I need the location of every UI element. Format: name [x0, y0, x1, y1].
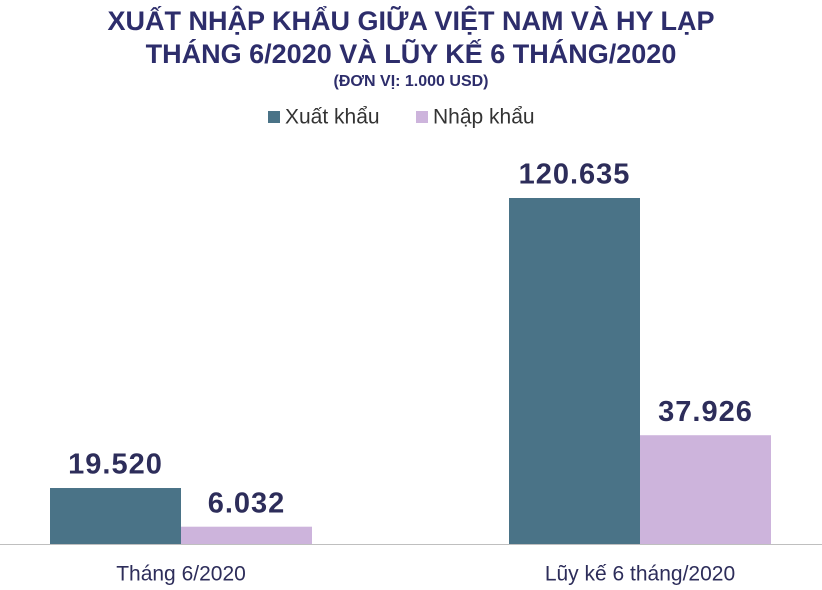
chart-title: THÁNG 6/2020 VÀ LŨY KẾ 6 THÁNG/2020 [146, 38, 677, 69]
legend-label: Xuất khẩu [285, 106, 380, 129]
data-label: 120.635 [519, 159, 631, 191]
chart-title: XUẤT NHẬP KHẨU GIỮA VIỆT NAM VÀ HY LẠP [108, 5, 715, 36]
data-label: 37.926 [658, 396, 753, 428]
bar [50, 488, 181, 544]
bar [640, 435, 771, 544]
data-label: 6.032 [208, 487, 286, 519]
bar [181, 526, 312, 544]
unit-note: (ĐƠN VỊ: 1.000 USD) [333, 73, 488, 90]
bar [509, 198, 640, 544]
x-tick-label: Lũy kế 6 tháng/2020 [545, 563, 735, 586]
legend-swatch [416, 111, 428, 123]
legend-label: Nhập khẩu [433, 106, 535, 129]
legend-swatch [268, 111, 280, 123]
x-tick-label: Tháng 6/2020 [116, 563, 246, 586]
data-label: 19.520 [68, 449, 163, 481]
